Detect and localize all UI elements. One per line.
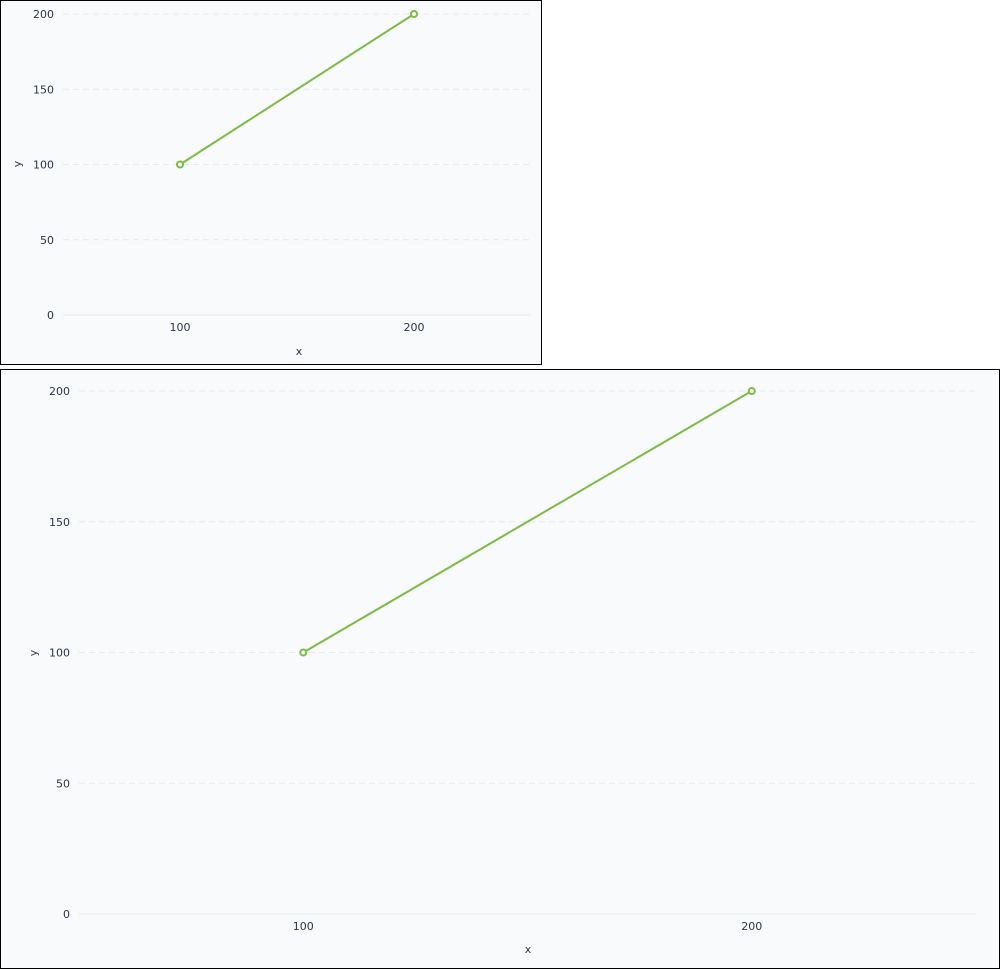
data-point — [176, 160, 184, 169]
chart-bottom-plot: 0 50 100 150 200 100 200 x y — [27, 385, 976, 956]
series-line — [179, 13, 415, 166]
series-line — [302, 390, 753, 654]
x-tick-label: 100 — [293, 920, 314, 933]
chart-top-plot: 0 50 100 150 200 100 200 x y — [11, 8, 531, 358]
y-tick-label: 200 — [33, 8, 54, 21]
data-point — [410, 10, 418, 18]
y-tick-label: 100 — [49, 647, 70, 660]
y-axis-label: y — [11, 160, 24, 167]
chart-bottom: 0 50 100 150 200 100 200 x y — [0, 369, 1000, 969]
y-tick-label: 50 — [56, 777, 70, 790]
x-axis-label: x — [296, 345, 303, 358]
y-tick-label: 150 — [33, 83, 54, 96]
data-point — [747, 387, 756, 395]
x-axis-label: x — [525, 943, 532, 956]
y-axis-label: y — [27, 649, 40, 656]
y-tick-label: 50 — [40, 234, 54, 247]
x-tick-label: 200 — [741, 920, 762, 933]
data-point — [299, 648, 308, 657]
x-tick-label: 200 — [404, 321, 425, 334]
y-tick-label: 0 — [63, 908, 70, 921]
chart-top: 0 50 100 150 200 100 200 x y — [0, 0, 542, 365]
y-tick-label: 150 — [49, 516, 70, 529]
x-tick-label: 100 — [170, 321, 191, 334]
y-tick-label: 0 — [47, 309, 54, 322]
y-tick-label: 100 — [33, 159, 54, 172]
y-tick-label: 200 — [49, 385, 70, 398]
